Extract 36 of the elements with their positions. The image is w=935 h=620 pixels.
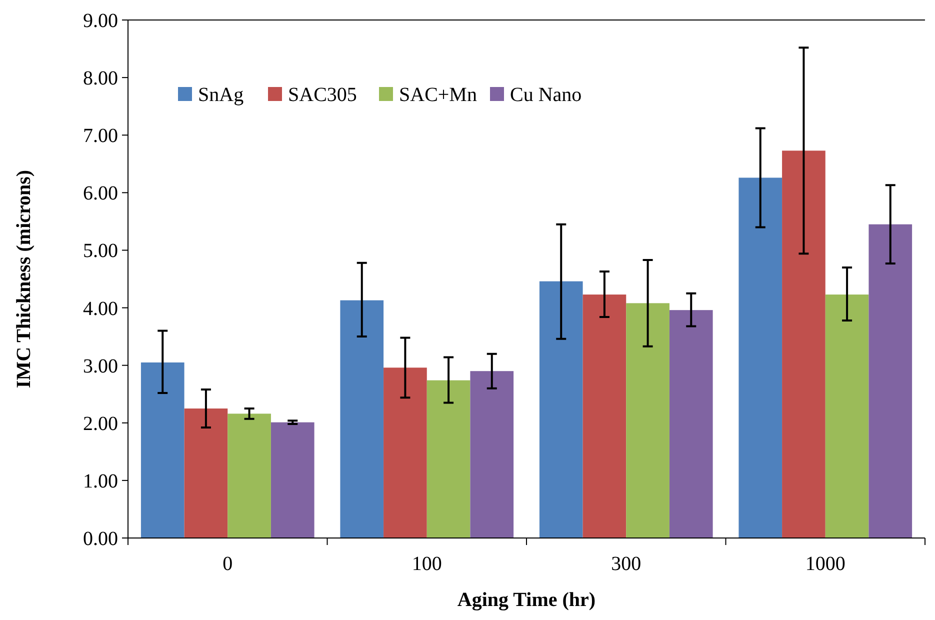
bar — [539, 281, 583, 538]
y-tick-label: 9.00 — [83, 10, 118, 32]
y-tick-label: 7.00 — [83, 125, 118, 148]
y-tick-label: 2.00 — [83, 412, 118, 435]
x-tick-label: 100 — [412, 553, 442, 575]
legend-label: SAC305 — [288, 84, 357, 106]
bar — [825, 294, 869, 538]
bar — [868, 224, 912, 538]
y-tick-label: 4.00 — [83, 298, 118, 320]
bar — [582, 294, 626, 538]
bar — [140, 362, 184, 538]
bar — [782, 150, 826, 538]
legend-label: Cu Nano — [510, 84, 582, 106]
y-tick-label: 8.00 — [83, 68, 118, 90]
bar — [384, 368, 427, 538]
bar — [228, 414, 271, 538]
bar — [470, 371, 514, 538]
y-tick-label: 5.00 — [83, 240, 118, 262]
bar — [184, 408, 228, 538]
bar — [669, 310, 713, 538]
y-tick-label: 0.00 — [83, 528, 118, 550]
bar — [340, 300, 384, 538]
x-tick-label: 300 — [611, 553, 642, 575]
y-tick-label: 1.00 — [83, 470, 118, 492]
bar — [270, 422, 314, 538]
y-tick-label: 6.00 — [83, 182, 118, 205]
bar — [738, 178, 782, 538]
y-axis-title: IMC Thickness (microns) — [13, 170, 35, 388]
x-tick-label: 1000 — [805, 553, 846, 575]
legend-label: SAC+Mn — [399, 84, 477, 106]
x-tick-label: 0 — [222, 553, 233, 575]
bar — [426, 380, 470, 538]
legend-label: SnAg — [198, 84, 244, 106]
y-tick-label: 3.00 — [83, 355, 118, 378]
x-axis-title: Aging Time (hr) — [457, 589, 596, 611]
bar — [626, 303, 670, 538]
